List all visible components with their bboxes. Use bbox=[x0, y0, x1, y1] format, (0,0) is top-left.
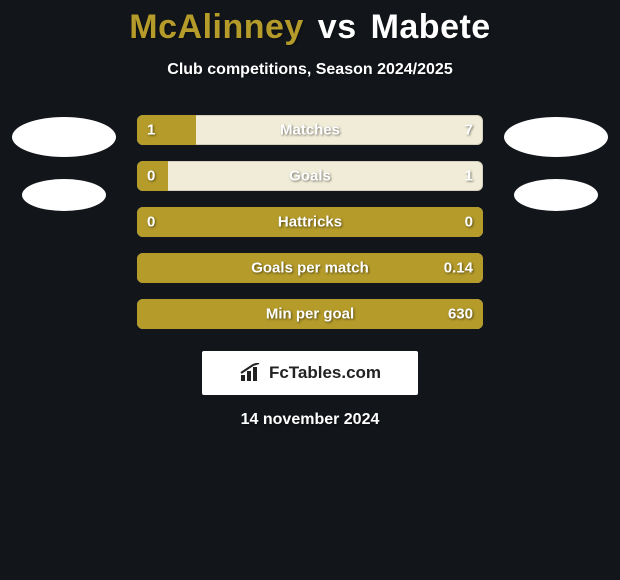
avatar-left-1 bbox=[22, 179, 106, 211]
site-logo-text: FcTables.com bbox=[269, 363, 381, 383]
content-area: 1 7 Matches 0 1 Goals 0 0 Hattricks 0.14 Goals per… bbox=[0, 115, 620, 329]
stat-bar-label: Min per goal bbox=[266, 306, 354, 323]
page-title: McAlinney vs Mabete bbox=[0, 0, 620, 47]
stat-bar-value-left: 1 bbox=[147, 122, 155, 139]
avatar-right-0 bbox=[504, 117, 608, 157]
title-vs: vs bbox=[318, 8, 357, 46]
date-label: 14 november 2024 bbox=[0, 411, 620, 429]
title-player1: McAlinney bbox=[129, 8, 304, 46]
stat-bar-goals-per-match: 0.14 Goals per match bbox=[137, 253, 483, 283]
avatar-left-0 bbox=[12, 117, 116, 157]
avatar-right-1 bbox=[514, 179, 598, 211]
stat-bars: 1 7 Matches 0 1 Goals 0 0 Hattricks 0.14 Goals per… bbox=[137, 115, 483, 329]
stat-bar-label: Hattricks bbox=[278, 214, 342, 231]
stat-bar-label: Matches bbox=[280, 122, 340, 139]
site-logo: FcTables.com bbox=[202, 351, 418, 395]
avatar-column-left bbox=[9, 115, 119, 211]
stat-bar-label: Goals per match bbox=[251, 260, 369, 277]
subtitle: Club competitions, Season 2024/2025 bbox=[0, 61, 620, 79]
stat-bar-value-left: 0 bbox=[147, 168, 155, 185]
stat-bar-min-per-goal: 630 Min per goal bbox=[137, 299, 483, 329]
stat-bar-label: Goals bbox=[289, 168, 331, 185]
stat-bar-value-left: 0 bbox=[147, 214, 155, 231]
stat-bar-value-right: 7 bbox=[465, 122, 473, 139]
stat-bar-matches: 1 7 Matches bbox=[137, 115, 483, 145]
stat-bar-value-right: 630 bbox=[448, 306, 473, 323]
bar-chart-icon bbox=[239, 363, 263, 383]
stat-bar-fill-left bbox=[137, 115, 196, 145]
stat-bar-value-right: 0.14 bbox=[444, 260, 473, 277]
stat-bar-hattricks: 0 0 Hattricks bbox=[137, 207, 483, 237]
avatar-column-right bbox=[501, 115, 611, 211]
comparison-infographic: McAlinney vs Mabete Club competitions, S… bbox=[0, 0, 620, 580]
stat-bar-goals: 0 1 Goals bbox=[137, 161, 483, 191]
stat-bar-value-right: 0 bbox=[465, 214, 473, 231]
stat-bar-value-right: 1 bbox=[465, 168, 473, 185]
title-player2: Mabete bbox=[371, 8, 491, 46]
